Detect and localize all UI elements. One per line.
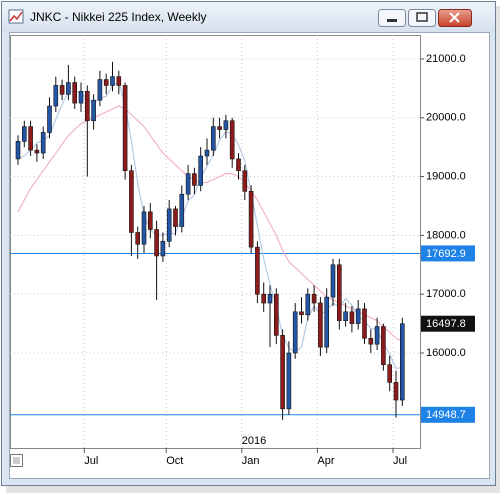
candle-body	[34, 149, 40, 154]
candle-body	[280, 335, 285, 410]
candle-body	[273, 293, 279, 336]
candle-body	[179, 193, 185, 227]
candle-body	[324, 296, 330, 348]
scroll-box[interactable]	[10, 454, 23, 467]
candle-body	[122, 85, 128, 172]
candle-body	[148, 211, 153, 230]
candle-body	[299, 311, 304, 316]
x-tick-label: Apr	[317, 455, 334, 467]
window-title: JNKC - Nikkei 225 Index, Weekly	[30, 10, 207, 24]
candle-body	[204, 149, 210, 157]
price-label: 16497.8	[426, 318, 466, 330]
candle-body	[40, 132, 46, 154]
candle-body	[242, 170, 248, 192]
candle-body	[236, 158, 241, 172]
candle-body	[141, 211, 147, 245]
candle-body	[198, 155, 203, 186]
candle-body	[399, 323, 405, 401]
candle-body	[192, 173, 197, 186]
candle-body	[355, 308, 361, 324]
candle-body	[318, 302, 323, 348]
candle-body	[166, 208, 172, 242]
y-tick-label: 17000.0	[426, 288, 466, 300]
candle-body	[185, 173, 191, 195]
candle-body	[15, 141, 21, 160]
candle-body	[368, 337, 374, 345]
candle-body	[217, 126, 222, 130]
candle-body	[387, 364, 393, 383]
candle-body	[103, 79, 109, 86]
candle-body	[362, 308, 367, 339]
x-tick-label: Jul	[84, 455, 98, 467]
candle-body	[336, 264, 342, 321]
candle-body	[173, 208, 178, 227]
candle-body	[261, 293, 267, 304]
candle-body	[91, 99, 96, 122]
plot-frame	[10, 35, 421, 449]
candle-body	[248, 190, 254, 248]
candle-body	[53, 85, 59, 107]
price-label: 17692.9	[426, 248, 466, 260]
candle-body	[223, 120, 229, 130]
candle-body	[21, 126, 27, 142]
price-label-box	[421, 406, 475, 423]
candle-body	[85, 91, 90, 122]
y-tick-label: 18000.0	[426, 229, 466, 241]
price-label: 14948.7	[426, 409, 466, 421]
x-tick-label: Oct	[166, 455, 183, 467]
plot: 16000.0 17000.0 18000.0 19000.0 20000.0 21000…	[10, 35, 475, 467]
candle-body	[255, 246, 260, 295]
candle-body	[66, 82, 71, 95]
candle-body	[393, 382, 399, 401]
candle-body	[311, 293, 317, 304]
y-tick-label: 20000.0	[426, 112, 466, 124]
candle-body	[267, 293, 273, 304]
candle-body	[286, 352, 292, 410]
candle-body	[78, 91, 84, 104]
candle-body	[349, 311, 355, 324]
candle-body	[211, 126, 216, 151]
x-tick-label: Jul	[393, 455, 407, 467]
candle-body	[343, 311, 348, 321]
price-label-box	[421, 245, 475, 262]
year-label: 2016	[242, 435, 266, 447]
candle-body	[59, 85, 65, 95]
y-tick-label: 21000.0	[426, 53, 466, 65]
y-tick-label: 16000.0	[426, 347, 466, 359]
candle-body	[305, 293, 311, 316]
y-tick-label: 19000.0	[426, 170, 466, 182]
minimize-button[interactable]	[378, 9, 406, 27]
close-button[interactable]	[438, 9, 472, 27]
candle-body	[160, 240, 166, 257]
candle-body	[116, 76, 122, 86]
candle-body	[154, 229, 159, 257]
candle-body	[135, 232, 140, 245]
app-icon	[8, 9, 24, 24]
candle-body	[110, 76, 115, 86]
candle-body	[129, 170, 134, 233]
candle-body	[97, 79, 103, 101]
candle-body	[72, 82, 77, 104]
candle-body	[374, 326, 380, 345]
candle-body	[330, 264, 336, 298]
candle-body	[28, 126, 33, 151]
candle-body	[381, 326, 386, 366]
price-label-box	[421, 315, 475, 332]
candle-body	[47, 105, 52, 133]
candle-body	[229, 120, 235, 160]
maximize-button[interactable]	[408, 9, 436, 27]
candle-body	[292, 311, 298, 354]
x-tick-label: Jan	[242, 455, 260, 467]
